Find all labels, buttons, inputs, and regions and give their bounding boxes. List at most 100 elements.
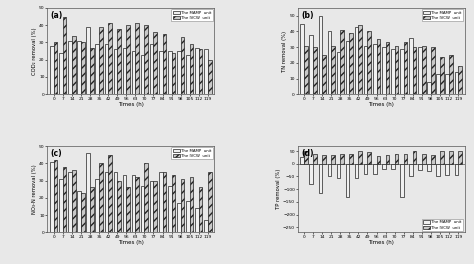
Bar [440, 151, 444, 164]
Bar [54, 43, 57, 94]
Bar [355, 27, 358, 94]
Bar [77, 191, 81, 232]
Bar [168, 186, 172, 232]
X-axis label: Times (h): Times (h) [368, 102, 394, 107]
Bar [431, 155, 435, 164]
Bar [186, 201, 190, 232]
Legend: The MAMP  unit, The IVCW  unit: The MAMP unit, The IVCW unit [172, 9, 213, 21]
Bar [455, 164, 458, 175]
Bar [163, 34, 166, 94]
Bar [404, 154, 407, 164]
Bar [437, 164, 440, 176]
Bar [367, 152, 371, 164]
Bar [382, 164, 386, 169]
Bar [313, 154, 317, 164]
Bar [190, 177, 193, 232]
Bar [159, 172, 163, 232]
Bar [301, 157, 304, 164]
Bar [77, 41, 81, 94]
Bar [358, 151, 362, 164]
Bar [422, 46, 426, 94]
Bar [400, 164, 404, 197]
Bar [428, 82, 431, 94]
Bar [331, 155, 335, 164]
Legend: The MAMP  unit, The IVCW  unit: The MAMP unit, The IVCW unit [422, 219, 464, 231]
Bar [391, 49, 395, 94]
Text: (c): (c) [51, 149, 63, 158]
Bar [446, 164, 449, 175]
Bar [117, 181, 121, 232]
Bar [208, 172, 211, 232]
Bar [301, 23, 304, 94]
Bar [114, 172, 117, 232]
Bar [105, 172, 108, 232]
Bar [123, 175, 126, 232]
Bar [195, 208, 199, 232]
Bar [186, 55, 190, 94]
Bar [340, 154, 344, 164]
Bar [346, 164, 349, 197]
Y-axis label: TN removal (%): TN removal (%) [282, 31, 287, 72]
Bar [181, 179, 184, 232]
Bar [322, 55, 326, 94]
Bar [199, 49, 202, 94]
Bar [54, 160, 57, 232]
Bar [404, 43, 407, 94]
X-axis label: Times (h): Times (h) [118, 241, 144, 246]
Y-axis label: NO₃-N removal (%): NO₃-N removal (%) [32, 164, 37, 214]
Bar [418, 164, 422, 170]
Bar [373, 164, 376, 174]
Bar [50, 46, 54, 94]
Bar [204, 220, 208, 232]
Bar [409, 38, 413, 94]
Bar [150, 181, 154, 232]
Text: (b): (b) [301, 11, 313, 20]
Bar [337, 52, 340, 94]
Bar [310, 164, 313, 184]
Bar [68, 172, 72, 232]
Bar [386, 43, 389, 94]
Bar [413, 151, 417, 164]
Bar [145, 25, 148, 94]
Bar [108, 155, 112, 232]
Bar [190, 44, 193, 94]
Bar [199, 187, 202, 232]
Bar [63, 167, 66, 232]
Bar [376, 156, 380, 164]
Bar [99, 27, 103, 94]
Bar [90, 48, 94, 94]
Bar [328, 31, 331, 94]
Bar [114, 49, 117, 94]
Bar [208, 60, 211, 94]
Bar [154, 32, 157, 94]
Bar [440, 56, 444, 94]
Bar [322, 155, 326, 164]
Bar [364, 46, 367, 94]
Bar [346, 41, 349, 94]
Text: (a): (a) [51, 11, 63, 20]
Bar [431, 47, 435, 94]
Y-axis label: COD₂ removal (%): COD₂ removal (%) [32, 27, 37, 75]
Bar [59, 53, 63, 94]
Bar [319, 164, 322, 193]
Bar [382, 47, 386, 94]
Legend: The MAMP  unit, The IVCW  unit: The MAMP unit, The IVCW unit [422, 9, 464, 21]
Bar [437, 74, 440, 94]
Bar [204, 49, 208, 94]
X-axis label: Times (h): Times (h) [368, 241, 394, 246]
Bar [154, 181, 157, 232]
Bar [177, 203, 181, 232]
Bar [395, 154, 398, 164]
Bar [409, 164, 413, 176]
Bar [310, 35, 313, 94]
Bar [449, 55, 453, 94]
Bar [428, 164, 431, 171]
Bar [141, 55, 145, 94]
Legend: The MAMP  unit, The IVCW  unit: The MAMP unit, The IVCW unit [172, 147, 213, 159]
Bar [458, 66, 462, 94]
Bar [132, 51, 136, 94]
Bar [386, 155, 389, 164]
Bar [340, 30, 344, 94]
Bar [150, 44, 154, 94]
Bar [395, 46, 398, 94]
